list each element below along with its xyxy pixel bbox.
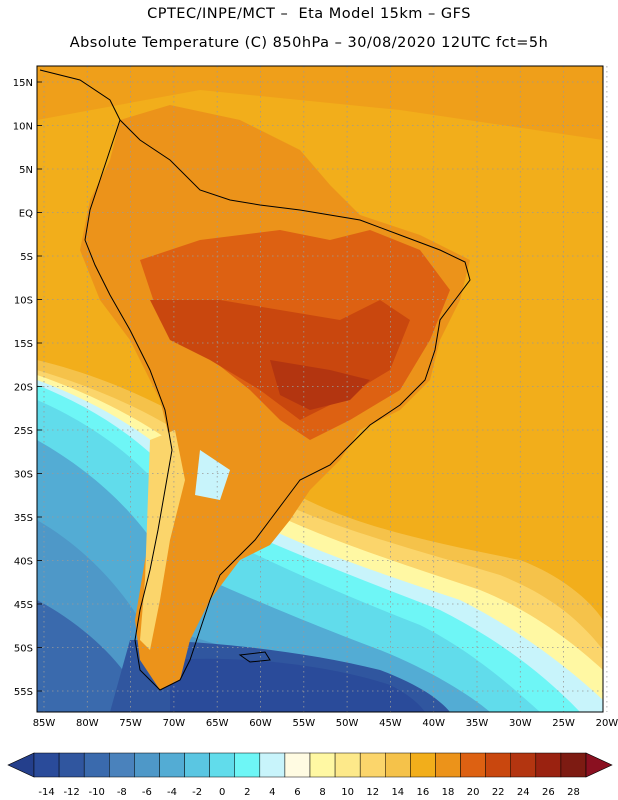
lon-label: 20W [596,718,618,729]
lat-label: 40S [14,557,33,568]
colorbar-swatch [334,752,361,778]
falklands-outline [238,651,271,663]
coastline [84,119,471,691]
colorbar-swatch [535,752,562,778]
title-model: CPTEC/INPE/MCT – Eta Model 15km – GFS [147,6,471,22]
colorbar-high-arrow [585,752,613,778]
colorbar-swatch [460,752,486,778]
colorbar-swatch [134,752,160,778]
colorbar-label: -10 [89,787,105,798]
colorbar [7,752,613,778]
colorbar-label: -4 [167,787,177,798]
lon-label: 25W [552,718,575,729]
colorbar-label: 2 [244,787,250,798]
colorbar-label: -8 [117,787,127,798]
colorbar-swatch [259,752,286,778]
lat-label: 55S [14,687,33,698]
lon-label: 45W [379,718,402,729]
lon-label: 40W [422,718,445,729]
colorbar-label: 20 [467,787,480,798]
colorbar-swatch [510,752,537,778]
map-frame [36,65,604,713]
title-variable: Absolute Temperature (C) 850hPa – 30/08/… [69,35,549,51]
colorbar-label: 6 [294,787,300,798]
lat-label: EQ [19,209,33,220]
colorbar-label: 12 [366,787,379,798]
central-america-outline [39,69,121,121]
lat-label: 25S [14,426,33,437]
lat-label: 15S [14,339,33,350]
colorbar-label: 8 [319,787,325,798]
lon-label: 85W [33,718,56,729]
lat-label: 30S [14,470,33,481]
colorbar-swatch [410,752,436,778]
colorbar-swatch [33,752,60,778]
colorbar-swatch [560,752,587,778]
colorbar-swatch [485,752,511,778]
temperature-field [37,66,603,712]
lat-label: 15N [13,78,33,89]
lon-label: 65W [206,718,229,729]
colorbar-label: -2 [192,787,202,798]
lat-label: 50S [14,644,33,655]
lon-label: 60W [249,718,272,729]
latitude-labels: 15N 10N 5N EQ 5S 10S 15S 20S 25S 30S 35S 40S 45S 50S 5… [13,78,33,698]
lat-label: 10S [14,296,33,307]
colorbar-label: 16 [417,787,430,798]
colorbar-swatch [109,752,135,778]
colorbar-label: 10 [341,787,354,798]
lat-label: 20S [14,383,33,394]
colorbar-label: 4 [269,787,275,798]
lon-label: 35W [466,718,489,729]
colorbar-label: 0 [219,787,225,798]
lat-label: 45S [14,600,33,611]
colorbar-label: -12 [63,787,79,798]
colorbar-swatch [83,752,110,778]
lat-label: 10N [13,122,33,133]
lon-label: 80W [76,718,99,729]
colorbar-low-arrow [7,752,35,778]
colorbar-label: 14 [391,787,404,798]
lat-lon-grid [37,66,608,712]
colorbar-label: -6 [142,787,152,798]
colorbar-swatch [359,752,386,778]
colorbar-swatch [184,752,210,778]
colorbar-label: 18 [442,787,455,798]
colorbar-labels: -14 -12 -10 -8 -6 -4 -2 0 2 4 6 8 10 12 14 16 18 20 22 24 26… [38,787,579,798]
colorbar-swatch [234,752,261,778]
colorbar-label: -14 [38,787,54,798]
colorbar-swatch [159,752,185,778]
lon-label: 55W [292,718,315,729]
colorbar-swatch [385,752,411,778]
lon-label: 75W [119,718,142,729]
colorbar-swatch [309,752,336,778]
lat-label: 5S [20,252,33,263]
lon-label: 30W [509,718,532,729]
colorbar-swatch [58,752,85,778]
lat-label: 35S [14,513,33,524]
longitude-labels: 85W 80W 75W 70W 65W 60W 55W 50W 45W 40W 35W 30W 25W 2… [33,718,618,729]
colorbar-label: 24 [517,787,530,798]
colorbar-swatch [435,752,461,778]
lat-label: 5N [19,165,33,176]
colorbar-swatch [284,752,311,778]
colorbar-label: 22 [492,787,505,798]
colorbar-swatch [209,752,235,778]
colorbar-label: 28 [567,787,580,798]
colorbar-label: 26 [542,787,555,798]
lon-label: 50W [336,718,359,729]
lon-label: 70W [163,718,186,729]
